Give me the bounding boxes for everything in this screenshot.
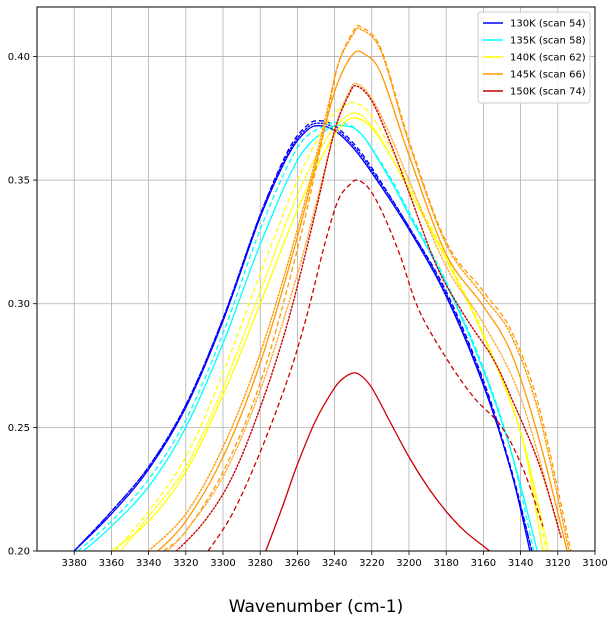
series-line-7 [120,112,550,551]
y-tick-label: 0.40 [8,52,30,63]
series-line-12 [265,372,491,551]
legend: 130K (scan 54) 135K (scan 58) 140K (scan 6… [477,11,591,104]
x-tick-label: 3260 [285,558,310,569]
x-tick-label: 3240 [322,558,347,569]
series-layer [73,24,572,551]
x-tick-label: 3380 [61,558,86,569]
legend-box [477,11,591,104]
x-tick-label: 3300 [210,558,235,569]
legend-label: 145K (scan 66) [510,70,586,81]
x-tick-label: 3180 [433,558,458,569]
x-tick-label: 3280 [247,558,272,569]
y-tick-label: 0.35 [8,176,30,187]
series-line-4 [77,121,535,551]
plot-frame [36,6,596,552]
series-line-10 [147,27,570,551]
series-line-8 [157,50,568,551]
series-line-11 [166,82,559,551]
x-tick-label: 3200 [396,558,421,569]
legend-label: 135K (scan 58) [510,36,586,47]
y-tick-label: 0.20 [8,547,30,558]
y-axis: 0.20 0.25 0.30 0.35 0.40 [8,52,37,558]
x-tick-label: 3220 [359,558,384,569]
series-line-1 [73,120,533,551]
x-axis: 3380 3360 3340 3320 3300 3280 3260 3240 3220 3200… [61,551,608,569]
x-tick-label: 3120 [545,558,570,569]
x-tick-label: 3360 [99,558,124,569]
x-tick-label: 3320 [173,558,198,569]
series-line-14 [175,85,563,551]
y-tick-label: 0.25 [8,423,30,434]
x-tick-label: 3340 [136,558,161,569]
series-line-9 [163,24,572,551]
y-tick-label: 0.30 [8,299,30,310]
x-axis-label: Wavenumber (cm-1) [229,597,404,617]
legend-label: 140K (scan 62) [510,53,586,64]
series-line-6 [114,101,548,551]
series-line-2 [73,122,533,551]
series-line-0 [73,125,531,551]
x-tick-label: 3100 [582,558,607,569]
x-tick-label: 3160 [471,558,496,569]
x-tick-label: 3140 [508,558,533,569]
legend-label: 150K (scan 74) [510,87,586,98]
legend-label: 130K (scan 54) [510,19,586,30]
